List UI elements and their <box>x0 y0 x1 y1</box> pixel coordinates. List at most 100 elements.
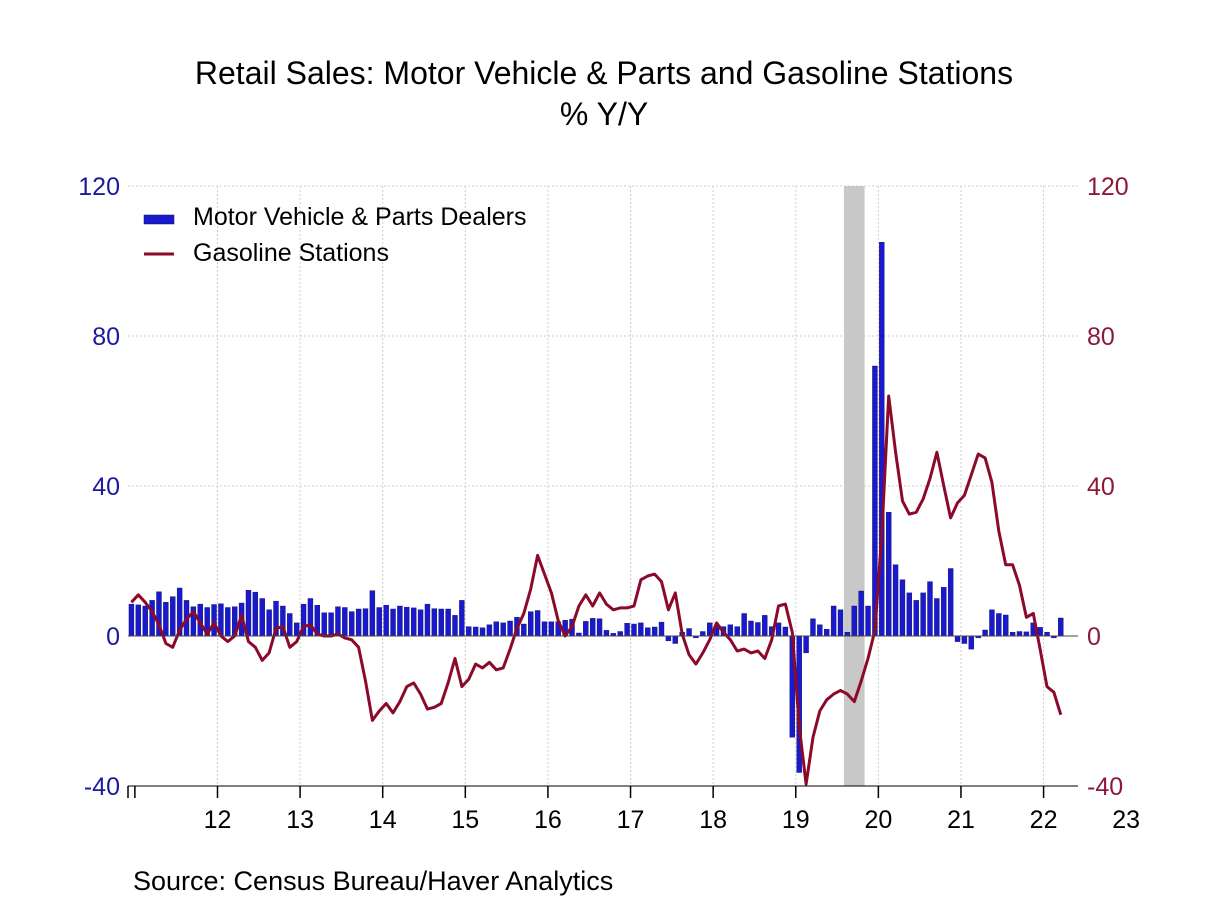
bar <box>596 618 603 637</box>
bar <box>941 587 947 637</box>
bar <box>583 621 589 637</box>
bar <box>459 600 465 637</box>
bar <box>927 581 933 637</box>
bar <box>287 613 293 637</box>
legend-swatch-bars <box>143 214 175 225</box>
bar <box>947 568 954 637</box>
bar <box>163 602 169 637</box>
bar <box>1023 631 1030 637</box>
bar <box>727 624 734 637</box>
x-tick-label: 16 <box>534 806 562 834</box>
bar <box>982 629 988 637</box>
bar <box>369 590 376 637</box>
bar <box>328 612 334 637</box>
axes: 12 13 14 15 16 17 18 19 20 21 22 23 120 80 40 0 -40 120 80… <box>78 173 1140 834</box>
bar <box>645 627 651 637</box>
bar <box>349 611 355 637</box>
bar <box>149 600 155 637</box>
y-right-tick-label: 0 <box>1087 623 1101 651</box>
bar <box>404 606 410 637</box>
y-left-tick-label: 0 <box>106 623 120 651</box>
bar <box>954 635 961 642</box>
bar <box>700 631 706 637</box>
bar <box>672 635 678 644</box>
chart-subtitle: % Y/Y <box>559 96 649 132</box>
bar <box>734 626 740 637</box>
bar <box>1016 631 1023 637</box>
bar <box>934 598 940 637</box>
bar <box>989 609 995 637</box>
chart-title: Retail Sales: Motor Vehicle & Parts and … <box>194 55 1014 91</box>
bar <box>321 612 327 637</box>
x-tick-label: 21 <box>947 806 975 834</box>
bar <box>486 624 493 637</box>
bar <box>968 635 974 650</box>
recession-shading <box>843 186 865 786</box>
bar <box>741 613 747 637</box>
y-left-tick-label: -40 <box>84 773 120 801</box>
gridlines <box>128 185 1078 786</box>
bar <box>886 512 892 637</box>
bar <box>686 628 692 637</box>
bar <box>390 608 396 637</box>
bar <box>376 607 382 637</box>
bar <box>624 623 630 637</box>
bar <box>170 596 176 637</box>
bar <box>817 624 823 637</box>
x-tick-label: 12 <box>204 806 232 834</box>
bar <box>913 600 919 637</box>
bar <box>466 626 472 637</box>
x-tick-label: 18 <box>699 806 727 834</box>
bar <box>996 613 1002 637</box>
bar <box>355 608 362 637</box>
bar <box>259 598 265 637</box>
bar <box>452 615 458 637</box>
bar <box>293 622 300 637</box>
x-tick-label: 20 <box>864 806 892 834</box>
y-right-tick-label: 40 <box>1087 473 1115 501</box>
bar <box>920 592 926 637</box>
y-left-tick-label: 80 <box>92 323 120 351</box>
bar <box>534 610 541 637</box>
bar <box>844 632 851 637</box>
x-tick-label: 23 <box>1112 806 1140 834</box>
bar <box>424 603 431 637</box>
bar <box>307 598 314 637</box>
bar <box>521 623 527 637</box>
x-tick-label: 13 <box>286 806 314 834</box>
bar <box>548 621 555 637</box>
bar <box>665 635 672 642</box>
bar <box>631 623 637 637</box>
x-tick-label: 19 <box>782 806 810 834</box>
bar <box>892 564 899 637</box>
bar <box>528 611 534 637</box>
x-tick-label: 17 <box>617 806 645 834</box>
bar <box>362 608 369 637</box>
line-series <box>130 394 1063 786</box>
x-tick-label: 15 <box>451 806 479 834</box>
legend-label-gasoline: Gasoline Stations <box>193 239 389 267</box>
x-tick-label: 22 <box>1030 806 1058 834</box>
source-note: Source: Census Bureau/Haver Analytics <box>133 866 614 896</box>
bar <box>335 606 341 637</box>
y-right-tick-label: -40 <box>1087 773 1123 801</box>
bar <box>658 621 665 637</box>
bar <box>782 626 789 637</box>
bar <box>266 609 272 637</box>
bar <box>603 630 610 637</box>
bar <box>775 622 782 637</box>
bar <box>500 622 506 637</box>
bar <box>961 635 968 644</box>
bar <box>837 609 844 637</box>
bar <box>445 608 451 637</box>
bar <box>1058 617 1064 637</box>
bar <box>899 579 906 637</box>
bar <box>1003 614 1009 637</box>
bar <box>142 605 148 637</box>
bar <box>824 629 830 637</box>
bar <box>906 592 913 637</box>
bar <box>748 620 754 637</box>
y-right-tick-label: 80 <box>1087 323 1115 351</box>
bar-series <box>128 242 1064 773</box>
